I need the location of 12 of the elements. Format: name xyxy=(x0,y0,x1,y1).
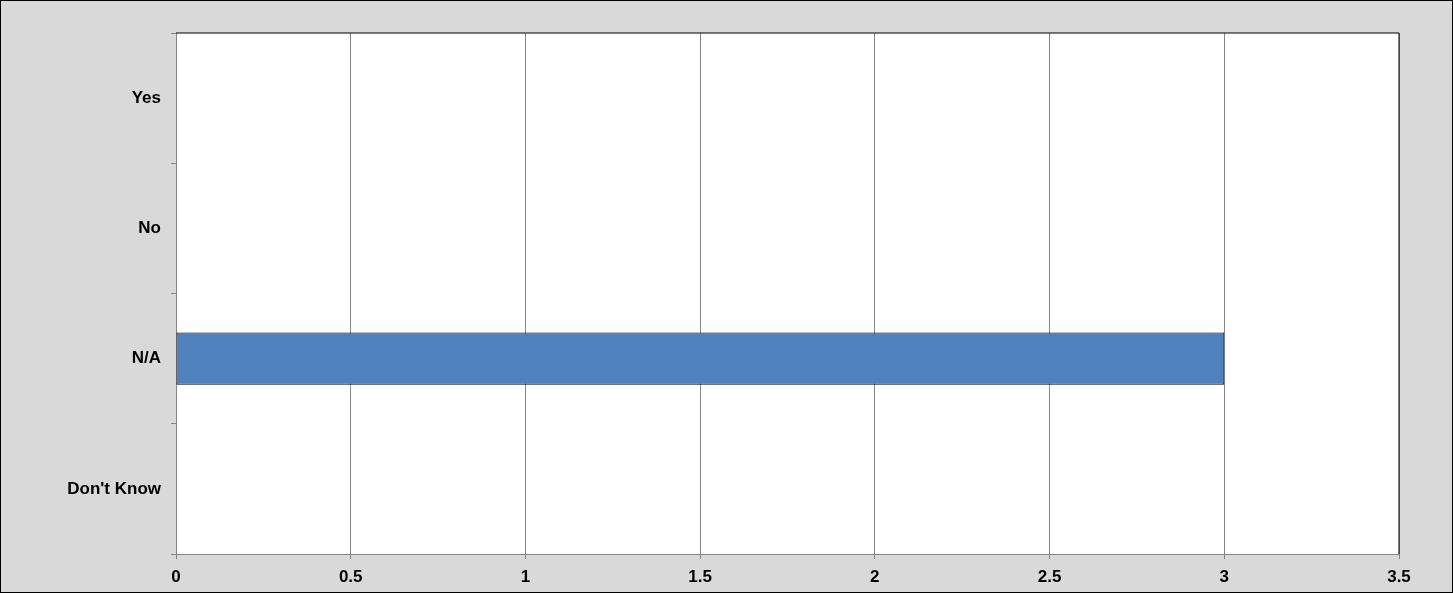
y-tick-label: Don't Know xyxy=(67,478,162,498)
y-tick-label: No xyxy=(138,218,161,238)
x-tick-label: 1.5 xyxy=(688,566,712,586)
x-tick-label: 2 xyxy=(870,566,880,586)
x-tick-label: 0 xyxy=(171,566,181,586)
x-tick-label: 2.5 xyxy=(1037,566,1062,586)
x-tick-label: 1 xyxy=(520,566,531,586)
y-tick-label: Yes xyxy=(131,87,161,107)
x-tick-label: 3 xyxy=(1219,566,1230,586)
x-tick-label: 0.5 xyxy=(338,566,363,586)
x-tick-label: 3.5 xyxy=(1387,566,1411,586)
y-tick-label: N/A xyxy=(131,348,161,368)
